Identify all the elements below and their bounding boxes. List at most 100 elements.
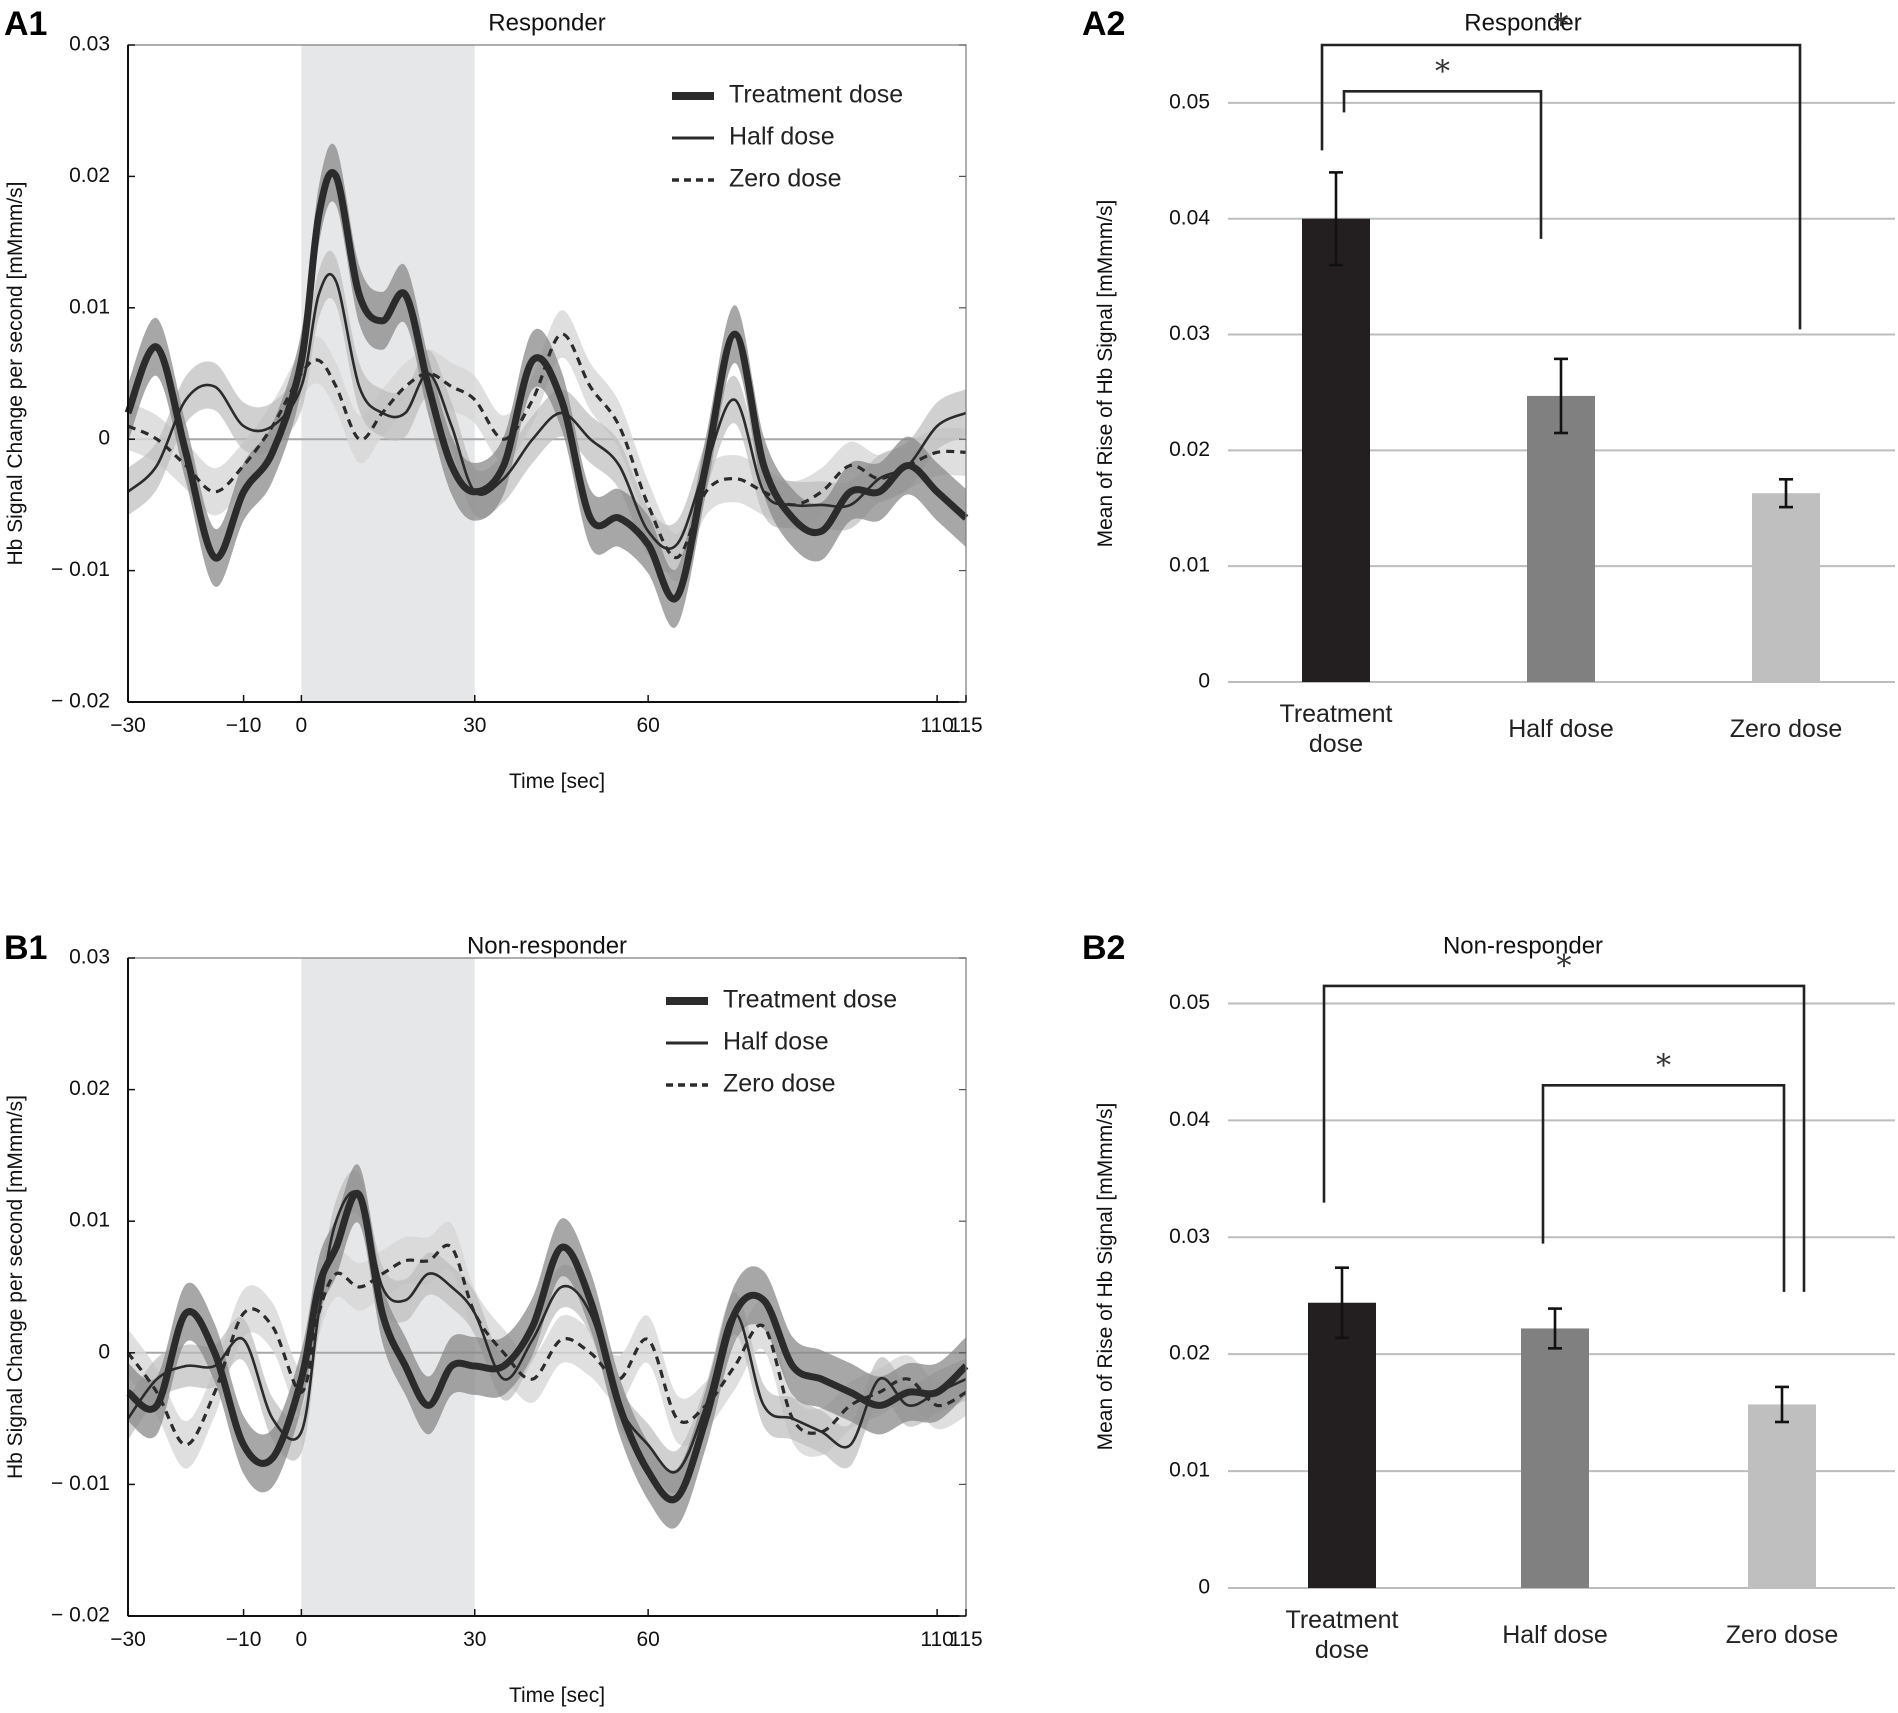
y-tick-label: 0.05 <box>1169 991 1210 1014</box>
legend-label-treatment-dose: Treatment dose <box>729 81 903 109</box>
series-line-half-dose <box>127 273 967 551</box>
category-label: Zero dose <box>1726 1621 1839 1649</box>
significance-bracket <box>1342 90 1543 239</box>
category-label: dose <box>1309 730 1363 758</box>
significance-bracket <box>1320 43 1802 330</box>
y-tick-label: 0.02 <box>1169 1342 1210 1365</box>
y-tick-label: 0 <box>98 427 110 450</box>
x-tick-label: 60 <box>636 1628 659 1651</box>
series-lines <box>125 1189 969 1504</box>
panel-a1: A1 Responder − 0.02 − 0.01 0 0.01 0.02 0.03 −30 −… <box>4 5 983 793</box>
chart-title: Responder <box>488 9 605 36</box>
bar-zero-dose <box>1752 493 1820 682</box>
x-tick-label: 110 <box>920 714 953 737</box>
error-bands <box>128 143 966 628</box>
error-band-treatment-dose <box>128 143 966 628</box>
category-label: Treatment <box>1279 700 1392 728</box>
legend-label-half-dose: Half dose <box>729 123 835 151</box>
series-line-treatment-dose <box>125 1189 969 1504</box>
y-tick-label: 0.01 <box>1169 1459 1210 1482</box>
legend: Treatment dose Half dose Zero dose <box>666 986 897 1098</box>
legend-label-zero-dose: Zero dose <box>723 1070 836 1098</box>
significance-star: * <box>1435 54 1450 89</box>
y-tick-label: 0.04 <box>1169 206 1210 229</box>
panel-b1: B1 Non-responder − 0.02 − 0.01 0 0.01 0.02 0.03… <box>4 929 983 1707</box>
error-bar <box>1554 357 1568 435</box>
category-label: dose <box>1315 1636 1369 1664</box>
y-axis-label: Mean of Rise of Hb Signal [mMmm/s] <box>1094 1103 1117 1451</box>
y-tick-label: 0.03 <box>1169 322 1210 345</box>
y-tick-label: 0 <box>1198 1576 1210 1599</box>
y-tick-label: − 0.02 <box>51 690 110 713</box>
legend-label-treatment-dose: Treatment dose <box>723 986 897 1014</box>
y-tick-label: 0.02 <box>69 164 110 187</box>
bar-half-dose <box>1527 395 1595 682</box>
significance-star: * <box>1554 8 1569 43</box>
bar-treatment-dose <box>1308 1302 1376 1588</box>
y-tick-label: 0.01 <box>1169 554 1210 577</box>
y-tick-label: 0.04 <box>1169 1108 1210 1131</box>
chart-title: Non-responder <box>1443 932 1603 959</box>
significance-bracket <box>1322 984 1806 1292</box>
y-tick-label: 0.03 <box>69 33 110 56</box>
x-axis-label: Time [sec] <box>509 770 605 793</box>
error-band-zero-dose <box>128 310 966 582</box>
y-tick-label: 0.03 <box>69 946 110 969</box>
x-tick-label: −30 <box>110 714 146 737</box>
error-band-half-dose <box>128 250 966 573</box>
panel-label: B2 <box>1082 929 1125 967</box>
error-bar <box>1335 1266 1349 1340</box>
legend: Treatment dose Half dose Zero dose <box>672 81 903 193</box>
x-tick-label: 60 <box>636 714 659 737</box>
error-bands <box>128 1164 966 1529</box>
y-tick-label: 0.03 <box>1169 1225 1210 1248</box>
x-tick-label: 0 <box>296 1628 308 1651</box>
x-tick-label: −10 <box>226 1628 262 1651</box>
x-axis-label: Time [sec] <box>509 1684 605 1707</box>
y-tick-label: 0.02 <box>1169 438 1210 461</box>
x-tick-label: 30 <box>463 714 486 737</box>
y-tick-label: 0.02 <box>69 1077 110 1100</box>
y-tick-label: − 0.01 <box>51 1472 110 1495</box>
category-label: Zero dose <box>1730 715 1843 743</box>
y-tick-label: 0 <box>98 1340 110 1363</box>
chart-title: Non-responder <box>467 932 627 959</box>
y-axis-label: Mean of Rise of Hb Signal [mMmm/s] <box>1094 200 1117 548</box>
series-line-half-dose <box>126 1190 967 1474</box>
category-label: Half dose <box>1502 1621 1608 1649</box>
x-tick-label: 115 <box>949 714 982 737</box>
y-tick-label: 0 <box>1198 670 1210 693</box>
bar-half-dose <box>1521 1328 1589 1588</box>
series-lines <box>124 169 969 603</box>
legend-label-half-dose: Half dose <box>723 1028 829 1056</box>
y-axis-label: Hb Signal Change per second [mMmm/s] <box>4 182 27 566</box>
error-bar <box>1775 1385 1789 1424</box>
x-tick-label: −30 <box>110 1628 146 1651</box>
x-tick-label: 0 <box>296 714 308 737</box>
series-line-zero-dose <box>126 1243 967 1447</box>
significance-star: * <box>1656 1048 1671 1083</box>
series-line-zero-dose <box>127 332 967 560</box>
x-tick-label: 30 <box>463 1628 486 1651</box>
error-bar <box>1329 171 1343 267</box>
chart-title: Responder <box>1464 9 1581 36</box>
error-band-treatment-dose <box>128 1164 966 1529</box>
x-tick-label: 110 <box>920 1628 953 1651</box>
bar-zero-dose <box>1748 1404 1816 1588</box>
series-line-treatment-dose <box>124 169 969 603</box>
y-tick-label: 0.01 <box>69 1209 110 1232</box>
y-tick-label: 0.05 <box>1169 90 1210 113</box>
category-label: Treatment <box>1285 1606 1398 1634</box>
error-band-zero-dose <box>128 1221 966 1469</box>
panel-label: A2 <box>1082 5 1125 43</box>
y-tick-label: 0.01 <box>69 295 110 318</box>
category-label: Half dose <box>1508 715 1614 743</box>
bar-treatment-dose <box>1302 218 1370 682</box>
x-tick-label: −10 <box>226 714 262 737</box>
y-axis-label: Hb Signal Change per second [mMmm/s] <box>4 1095 27 1479</box>
y-tick-label: − 0.01 <box>51 558 110 581</box>
error-bar <box>1548 1307 1562 1350</box>
panel-b2: B2 Non-responder 0 0.01 0.02 0.03 0.04 0.05 Trea… <box>1082 929 1895 1664</box>
x-tick-label: 115 <box>949 1628 982 1651</box>
